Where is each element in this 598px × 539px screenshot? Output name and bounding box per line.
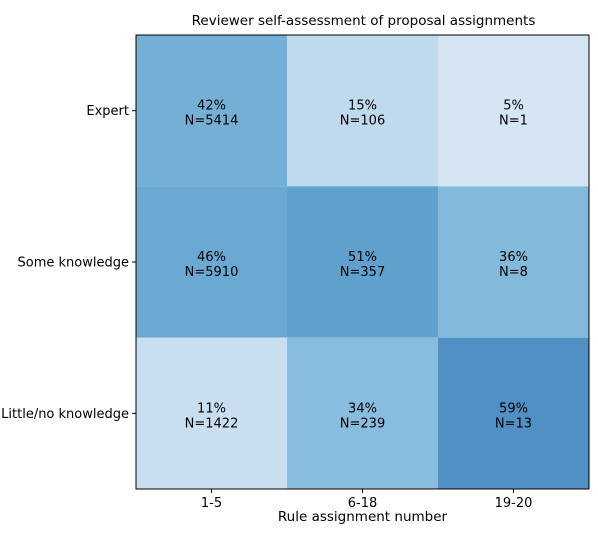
cell-count-label: N=8 xyxy=(499,265,528,280)
cell-count-label: N=239 xyxy=(340,416,385,431)
chart-title: Reviewer self-assessment of proposal ass… xyxy=(192,13,536,29)
cell-percent-label: 34% xyxy=(348,401,377,416)
heatmap-cell xyxy=(136,337,287,489)
cell-labels: 42%N=5414 15%N=106 5%N=1 46%N=5910 51%N=357 3… xyxy=(185,99,532,432)
heatmap-cell xyxy=(438,337,589,489)
cell-count-label: N=5414 xyxy=(185,114,239,129)
y-tick-label: Some knowledge xyxy=(18,256,129,271)
y-tick-label: Little/no knowledge xyxy=(1,407,129,422)
cell-count-label: N=1 xyxy=(499,114,528,129)
x-tick-label: 6-18 xyxy=(348,496,378,511)
heatmap-cell xyxy=(136,186,287,338)
heatmap-cell xyxy=(287,186,438,338)
y-tick-label: Expert xyxy=(86,104,129,119)
cell-percent-label: 59% xyxy=(499,401,528,416)
cell-percent-label: 15% xyxy=(348,99,377,114)
y-axis: Expert Some knowledge Little/no knowledge xyxy=(1,104,136,422)
heatmap-cell xyxy=(136,35,287,187)
x-axis-label: Rule assignment number xyxy=(278,509,448,525)
cell-percent-label: 42% xyxy=(197,99,226,114)
x-tick-label: 1-5 xyxy=(201,496,222,511)
heatmap-cell xyxy=(287,35,438,187)
heatmap-cells xyxy=(136,35,589,489)
cell-percent-label: 46% xyxy=(197,250,226,265)
heatmap-cell xyxy=(438,186,589,338)
cell-percent-label: 51% xyxy=(348,250,377,265)
x-axis: 1-5 6-18 19-20 xyxy=(201,489,533,511)
cell-count-label: N=13 xyxy=(495,416,532,431)
cell-percent-label: 36% xyxy=(499,250,528,265)
cell-percent-label: 11% xyxy=(197,401,226,416)
cell-count-label: N=5910 xyxy=(185,265,239,280)
x-tick-label: 19-20 xyxy=(495,496,533,511)
cell-percent-label: 5% xyxy=(503,99,524,114)
cell-count-label: N=1422 xyxy=(185,416,239,431)
heatmap-cell xyxy=(287,337,438,489)
cell-count-label: N=357 xyxy=(340,265,385,280)
heatmap-cell xyxy=(438,35,589,187)
cell-count-label: N=106 xyxy=(340,114,385,129)
